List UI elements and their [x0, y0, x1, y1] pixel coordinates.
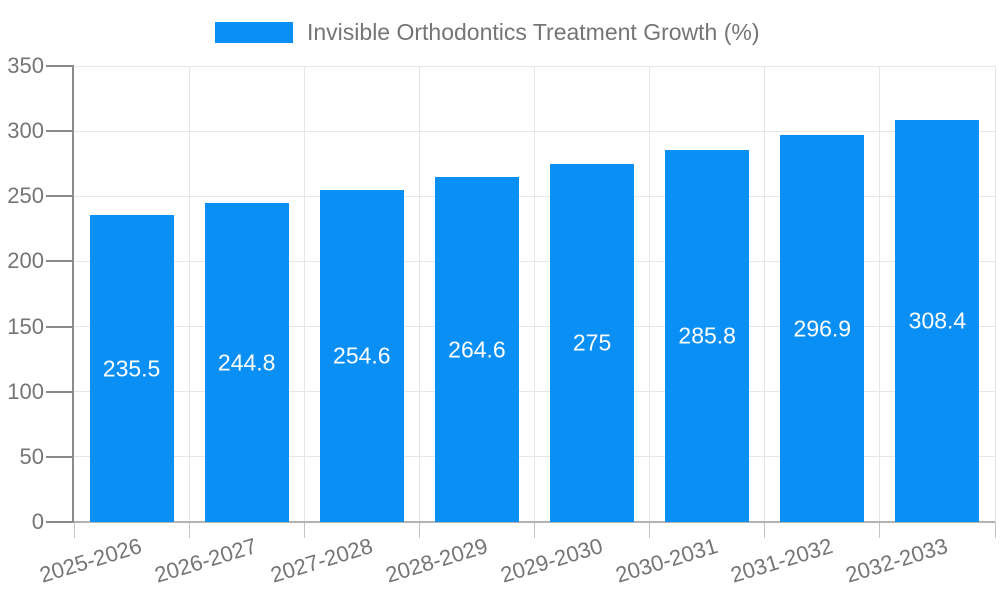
bar-value-label: 308.4	[908, 307, 967, 334]
legend-label: Invisible Orthodontics Treatment Growth …	[307, 19, 760, 45]
plot-area: 0 50 100 150 200 250 300 350 235.5 2025-2026 244.8…	[7, 53, 996, 588]
bar-value-label: 264.6	[448, 336, 506, 363]
y-tick-label: 50	[19, 443, 44, 469]
x-axis-label: 2031-2032	[727, 533, 836, 588]
v-gridline	[764, 66, 766, 522]
y-tick-mark	[46, 455, 74, 458]
v-gridline	[534, 66, 535, 522]
x-tick-mark	[879, 522, 881, 538]
bar: 264.6	[434, 177, 519, 522]
y-tick-label: 0	[31, 509, 44, 534]
v-gridline	[188, 66, 190, 522]
y-tick-mark	[46, 390, 74, 393]
v-gridline	[994, 66, 996, 522]
y-tick-label: 200	[7, 248, 44, 274]
x-tick-mark	[73, 522, 75, 538]
bar: 285.8	[665, 149, 750, 522]
x-tick-mark	[303, 522, 305, 538]
y-tick-mark	[46, 195, 74, 198]
x-axis-label: 2030-2031	[612, 533, 721, 588]
legend-swatch	[215, 22, 293, 43]
bar: 235.5	[89, 215, 174, 522]
y-tick-label: 350	[7, 53, 44, 78]
v-gridline	[649, 66, 651, 522]
bar: 244.8	[204, 203, 289, 522]
bar: 254.6	[319, 190, 404, 522]
bar: 308.4	[895, 120, 980, 522]
y-tick-mark	[46, 325, 74, 328]
v-gridline	[418, 66, 420, 522]
x-axis-label: 2028-2029	[382, 533, 491, 588]
x-axis-label: 2027-2028	[267, 533, 376, 588]
bar-value-label: 296.9	[793, 315, 852, 342]
y-tick-label: 150	[7, 313, 44, 339]
y-tick-label: 250	[7, 183, 44, 209]
legend: Invisible Orthodontics Treatment Growth …	[215, 19, 760, 46]
y-axis-line	[72, 66, 74, 522]
x-axis-label: 2025-2026	[36, 533, 145, 588]
v-gridline	[303, 66, 305, 522]
y-tick-mark	[46, 521, 74, 523]
x-axis-label: 2032-2033	[842, 533, 951, 588]
bar-value-label: 254.6	[333, 342, 391, 369]
x-axis-line	[74, 521, 995, 523]
v-gridline	[879, 66, 881, 522]
bar: 296.9	[780, 135, 865, 522]
x-tick-mark	[418, 522, 420, 538]
x-tick-mark	[188, 522, 190, 538]
x-axis-label: 2029-2030	[497, 533, 606, 588]
y-tick-label: 100	[7, 378, 44, 404]
bar: 275	[550, 163, 635, 522]
x-tick-mark	[649, 522, 651, 538]
bar-value-label: 235.5	[102, 355, 161, 382]
y-tick-label: 300	[7, 118, 44, 144]
y-tick-mark	[46, 260, 74, 263]
x-tick-mark	[994, 522, 996, 538]
x-tick-mark	[764, 522, 766, 538]
x-tick-mark	[534, 522, 535, 538]
bar-value-label: 244.8	[217, 349, 276, 376]
bar-value-label: 285.8	[678, 322, 736, 349]
bar-value-label: 275	[572, 329, 612, 356]
x-axis-label: 2026-2027	[152, 533, 260, 588]
y-tick-mark	[46, 130, 74, 133]
y-tick-mark	[46, 65, 74, 67]
